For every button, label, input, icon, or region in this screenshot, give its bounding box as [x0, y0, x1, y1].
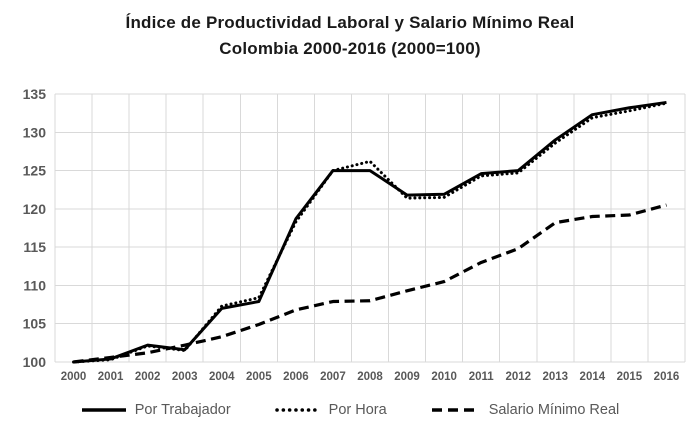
y-tick-label: 120 [23, 201, 47, 217]
legend-item-salario-minimo-real: Salario Mínimo Real [431, 402, 620, 418]
x-tick-label: 2012 [505, 371, 531, 383]
y-tick-label: 110 [23, 277, 46, 293]
x-tick-label: 2005 [246, 371, 272, 383]
x-tick-label: 2013 [542, 371, 568, 383]
legend-item-por-trabajador: Por Trabajador [81, 402, 231, 418]
y-tick-label: 105 [23, 316, 47, 332]
y-axis-labels: 100 105 110 115 120 125 130 135 [23, 86, 47, 370]
solid-line-sample [81, 406, 127, 414]
legend-label-por-trabajador: Por Trabajador [134, 402, 231, 418]
x-tick-label: 2003 [172, 371, 198, 383]
y-tick-label: 130 [23, 124, 47, 140]
x-tick-label: 2016 [654, 371, 680, 383]
legend-item-por-hora: Por Hora [274, 402, 387, 418]
series-line-por-trabajador [73, 100, 667, 364]
x-axis-labels: 2000 2001 2002 2003 2004 2005 2006 2007 2008 2009… [61, 371, 680, 383]
y-tick-label: 115 [23, 239, 46, 255]
y-tick-label: 100 [23, 354, 47, 370]
line-chart: 100 105 110 115 120 125 130 135 2000 2001 2002 2003… [23, 86, 686, 383]
chart-title: Índice de Productividad Laboral y Salari… [0, 0, 700, 80]
legend-label-por-hora: Por Hora [328, 402, 387, 418]
chart-title-line1: Índice de Productividad Laboral y Salari… [125, 13, 575, 32]
x-tick-label: 2001 [98, 371, 124, 383]
series-line-por-hora [72, 101, 668, 364]
legend-label-salario-minimo-real: Salario Mínimo Real [488, 402, 620, 418]
x-tick-label: 2004 [209, 371, 235, 383]
y-tick-label: 135 [23, 86, 47, 102]
x-tick-label: 2002 [135, 371, 161, 383]
x-tick-label: 2014 [580, 371, 606, 383]
x-tick-label: 2000 [61, 371, 87, 383]
x-tick-label: 2006 [283, 371, 309, 383]
grid-lines [54, 93, 686, 363]
dashed-line-sample [431, 406, 481, 414]
x-tick-label: 2008 [357, 371, 383, 383]
chart-title-line2: Colombia 2000-2016 (2000=100) [219, 39, 481, 58]
chart-legend: Por Trabajador Por Hora Salario Mínimo R… [0, 402, 700, 418]
x-tick-label: 2009 [394, 371, 420, 383]
x-tick-label: 2015 [617, 371, 643, 383]
y-tick-label: 125 [23, 163, 47, 179]
x-tick-label: 2010 [431, 371, 457, 383]
dotted-line-sample [274, 406, 321, 414]
x-tick-label: 2011 [469, 371, 495, 383]
series-line-salario-m-nimo-real [73, 203, 667, 364]
x-tick-label: 2007 [320, 371, 346, 383]
